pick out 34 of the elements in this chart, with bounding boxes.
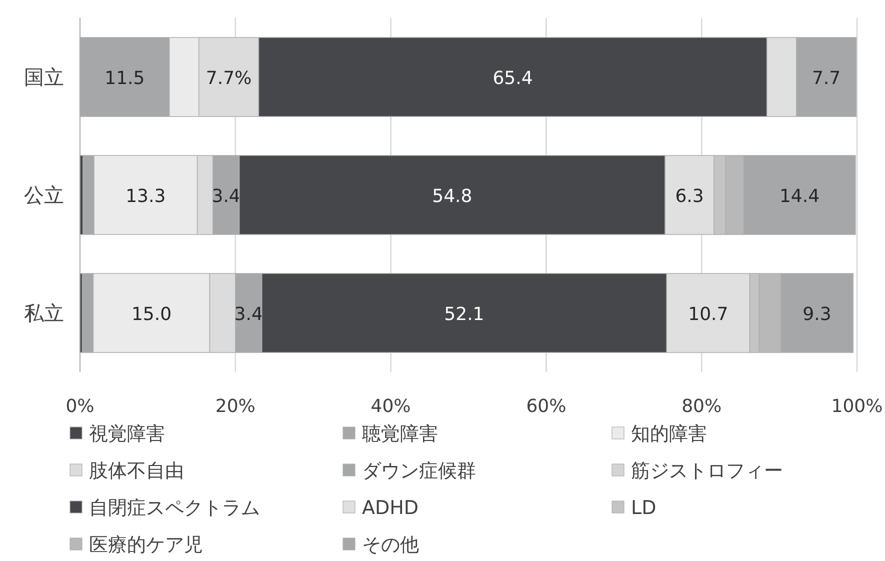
legend-label: 視覚障害 <box>89 423 165 445</box>
legend-label: ADHD <box>362 497 419 519</box>
data-label: 3.4 <box>212 186 240 207</box>
y-tick-label: 国立 <box>24 65 64 89</box>
data-label: 7.7 <box>812 68 841 89</box>
legend-label: 筋ジストロフィー <box>631 460 783 482</box>
x-tick-label: 100% <box>831 396 883 417</box>
legend-label: その他 <box>362 534 419 556</box>
legend-label: ダウン症候群 <box>362 460 476 482</box>
x-tick-label: 0% <box>66 396 94 417</box>
data-label: 10.7 <box>688 304 728 325</box>
legend-label: 肢体不自由 <box>89 460 184 482</box>
data-label: 6.3 <box>675 186 704 207</box>
y-tick-label: 公立 <box>24 183 64 207</box>
x-tick-label: 80% <box>682 396 722 417</box>
data-label: 7.7% <box>206 68 252 89</box>
data-label: 3.4 <box>234 304 263 325</box>
data-label: 14.4 <box>779 186 820 207</box>
data-label: 54.8 <box>432 186 472 207</box>
legend-label: LD <box>631 497 656 519</box>
data-label: 65.4 <box>492 68 533 89</box>
x-tick-label: 20% <box>215 396 256 417</box>
data-label: 9.3 <box>802 304 832 325</box>
y-tick-label: 私立 <box>24 301 64 325</box>
x-tick-label: 60% <box>526 396 566 417</box>
data-label: 11.5 <box>104 68 145 89</box>
x-tick-label: 40% <box>370 396 411 417</box>
legend-label: 聴覚障害 <box>362 423 438 445</box>
data-label: 15.0 <box>131 304 172 325</box>
legend-label: 自閉症スペクトラム <box>89 497 260 519</box>
data-label: 13.3 <box>126 186 166 207</box>
data-label: 52.1 <box>444 304 484 325</box>
legend-label: 知的障害 <box>631 423 707 445</box>
legend-label: 医療的ケア児 <box>89 534 203 556</box>
